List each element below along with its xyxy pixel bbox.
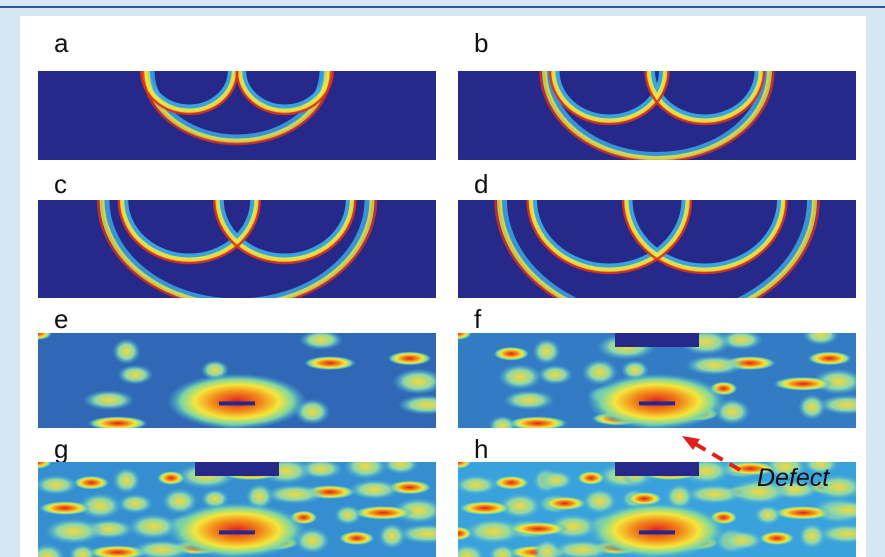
defect [219,401,255,405]
blob [538,470,574,490]
blob [577,471,605,485]
blob [117,365,153,385]
blob [754,505,782,525]
blob [498,364,542,390]
blob [459,501,511,515]
background [38,71,436,160]
blob [759,531,795,545]
blob [508,522,568,536]
panel-label: d [474,169,488,199]
panel-label: g [54,434,68,464]
blob [117,494,153,514]
panel-label: h [474,434,488,464]
blob [113,468,141,494]
wave-image [24,326,457,430]
blob [73,476,109,490]
blob [353,506,413,520]
panel-label: b [474,28,488,58]
blob [773,377,833,391]
blob [265,484,325,504]
blob [44,518,104,544]
blob [685,355,745,375]
blob [157,471,185,485]
blob [798,394,826,420]
blob [503,390,555,410]
annotation: Defect [757,464,830,492]
figure: a b c d e f g h Defect [0,0,885,557]
wave-image [24,453,457,557]
content [24,326,457,430]
content [444,325,877,435]
blob [798,523,826,549]
page: abcdefgh Defect (() => { const data = JS… [0,0,885,557]
blob [493,347,529,361]
blob [388,351,432,365]
blob [817,395,877,415]
blob [537,365,573,385]
blob [533,339,561,365]
blob [334,505,362,525]
defect [219,530,255,534]
source [615,333,699,347]
blob [818,500,878,520]
blob [543,496,587,510]
hot-spot [587,502,727,557]
defect [639,401,675,405]
blob [304,356,356,370]
top-rule [0,6,885,8]
hot-spot [167,373,307,429]
background [38,200,436,298]
source [195,462,279,476]
content [24,453,457,557]
blob [83,390,135,410]
blob [339,531,375,545]
blob [34,475,78,495]
blob [378,523,406,549]
blob [348,480,400,500]
panel-label: a [54,28,69,58]
panel-label: c [54,169,67,199]
panel-label: f [474,304,482,334]
blob [808,351,852,365]
blob [113,339,141,365]
blob [454,475,498,495]
blob [39,501,91,515]
hot-spot [587,373,727,429]
hot-spot [167,502,307,557]
panel-label: e [54,304,68,334]
source [615,462,699,476]
blob [493,476,529,490]
wave-image [444,325,877,435]
defect [639,530,675,534]
blob [817,524,877,544]
